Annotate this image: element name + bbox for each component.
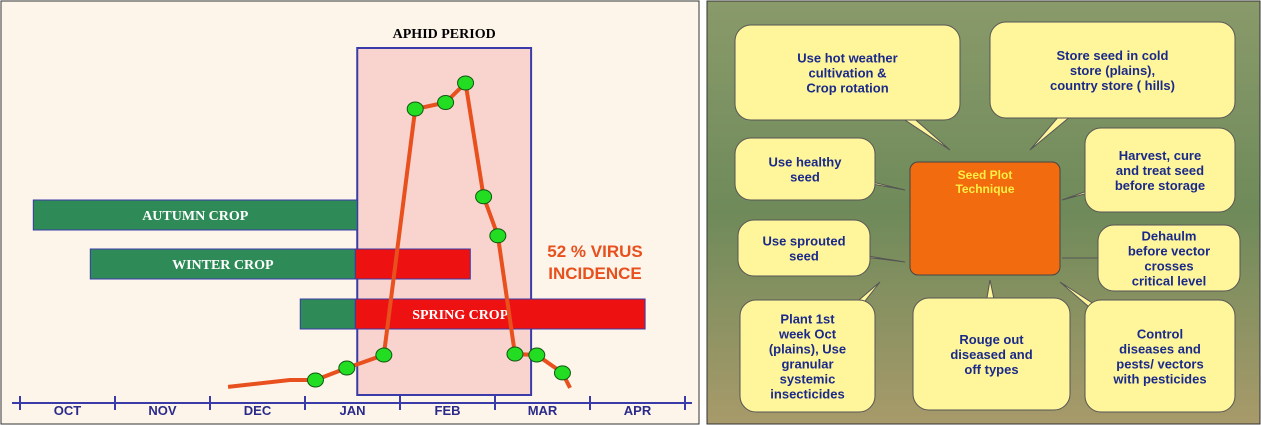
bubble-text: granular <box>781 357 833 372</box>
bubble-text: Plant 1st <box>780 312 835 327</box>
bubble-text: with pesticides <box>1112 372 1206 387</box>
bubble-text: country store ( hills) <box>1050 78 1175 93</box>
figure: APHID PERIOD OCT NOV DEC JAN FEB MAR APR AUTUMN … <box>0 0 1261 425</box>
bubble-text: insecticides <box>770 387 844 402</box>
x-tick-label: DEC <box>244 403 272 418</box>
bubble-text: Store seed in cold <box>1057 48 1169 63</box>
bubble-text: Harvest, cure <box>1119 148 1201 163</box>
aphid-point <box>307 373 323 387</box>
bubble-text: and treat seed <box>1116 163 1204 178</box>
aphid-point <box>376 348 392 362</box>
bubble-text: off types <box>964 362 1018 377</box>
bubble-text: Dehaulm <box>1142 229 1197 244</box>
bubble-text: diseases and <box>1119 342 1201 357</box>
aphid-point <box>529 348 545 362</box>
bubble-text: before storage <box>1115 178 1205 193</box>
aphid-point <box>490 229 506 243</box>
bubble-text: pests/ vectors <box>1116 357 1203 372</box>
bubble-text: Rouge out <box>959 332 1024 347</box>
bubble-text: Use hot weather <box>797 51 897 66</box>
bubble-text: Use sprouted <box>762 234 845 249</box>
bubble-text: Use healthy <box>769 155 843 170</box>
x-tick-label: MAR <box>528 403 558 418</box>
center-text: Technique <box>955 182 1014 196</box>
bubble-text: Control <box>1137 327 1183 342</box>
x-tick-label: NOV <box>148 403 177 418</box>
crop-label: WINTER CROP <box>172 258 274 273</box>
bubble-text: crosses <box>1144 259 1193 274</box>
annotation: 52 % VIRUS <box>547 242 642 261</box>
period-label: APHID PERIOD <box>393 27 496 42</box>
page: APHID PERIOD OCT NOV DEC JAN FEB MAR APR AUTUMN … <box>0 0 1261 425</box>
bubble-text: Crop rotation <box>806 81 888 96</box>
x-tick-label: OCT <box>54 403 82 418</box>
bubble-text: seed <box>790 170 820 185</box>
bubble-text: critical level <box>1132 274 1206 289</box>
bubble-text: diseased and <box>950 347 1032 362</box>
x-tick-label: FEB <box>435 403 461 418</box>
crop-bar <box>355 249 470 279</box>
center-text: Seed Plot <box>958 168 1013 182</box>
aphid-point <box>339 361 355 375</box>
bubble-text: store (plains), <box>1070 63 1155 78</box>
annotation: INCIDENCE <box>548 264 642 283</box>
aphid-point <box>554 366 570 380</box>
bubble-text: seed <box>789 249 819 264</box>
aphid-point <box>458 76 474 90</box>
x-tick-label: JAN <box>339 403 365 418</box>
x-tick-label: APR <box>624 403 652 418</box>
crop-label: SPRING CROP <box>412 308 509 323</box>
aphid-point <box>407 102 423 116</box>
aphid-point <box>438 96 454 110</box>
bubble-text: (plains), Use <box>769 342 846 357</box>
aphid-point <box>476 190 492 204</box>
bubble-text: week Oct <box>778 327 837 342</box>
bubble-text: systemic <box>780 372 836 387</box>
bubble-text: before vector <box>1128 244 1210 259</box>
crop-bar <box>300 299 355 329</box>
aphid-point <box>507 347 523 361</box>
bubble-text: cultivation & <box>808 66 886 81</box>
crop-label: AUTUMN CROP <box>142 209 249 224</box>
